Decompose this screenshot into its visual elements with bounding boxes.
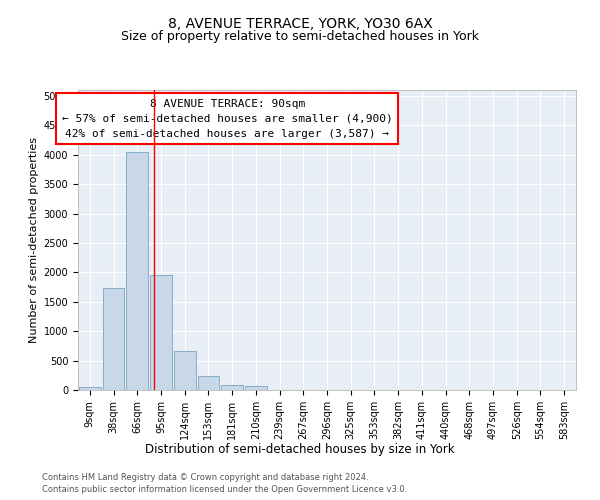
Bar bbox=[79, 387, 101, 390]
Text: Distribution of semi-detached houses by size in York: Distribution of semi-detached houses by … bbox=[145, 442, 455, 456]
Text: Size of property relative to semi-detached houses in York: Size of property relative to semi-detach… bbox=[121, 30, 479, 43]
Bar bbox=[221, 384, 243, 390]
Bar bbox=[197, 376, 220, 390]
Bar bbox=[103, 288, 124, 390]
Bar bbox=[245, 386, 267, 390]
Text: 8 AVENUE TERRACE: 90sqm
← 57% of semi-detached houses are smaller (4,900)
42% of: 8 AVENUE TERRACE: 90sqm ← 57% of semi-de… bbox=[62, 99, 393, 138]
Text: Contains HM Land Registry data © Crown copyright and database right 2024.: Contains HM Land Registry data © Crown c… bbox=[42, 472, 368, 482]
Text: Contains public sector information licensed under the Open Government Licence v3: Contains public sector information licen… bbox=[42, 485, 407, 494]
Bar bbox=[150, 276, 172, 390]
Y-axis label: Number of semi-detached properties: Number of semi-detached properties bbox=[29, 137, 40, 343]
Bar bbox=[174, 351, 196, 390]
Bar bbox=[127, 152, 148, 390]
Text: 8, AVENUE TERRACE, YORK, YO30 6AX: 8, AVENUE TERRACE, YORK, YO30 6AX bbox=[167, 18, 433, 32]
